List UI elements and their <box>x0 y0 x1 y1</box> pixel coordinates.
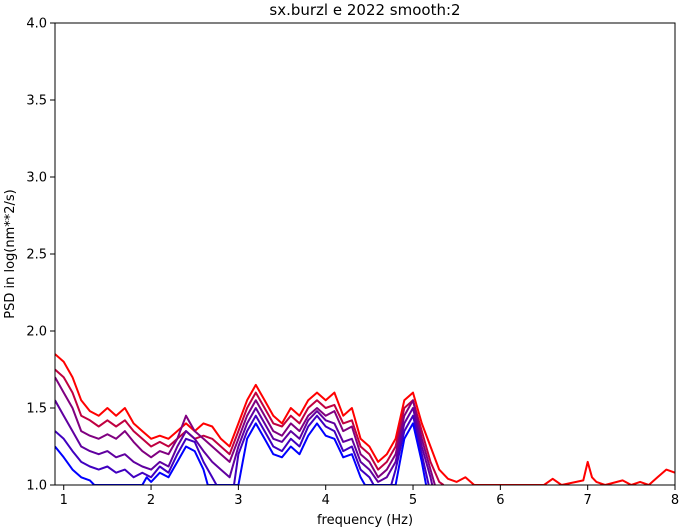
x-tick-label: 8 <box>671 493 679 508</box>
x-tick-label: 3 <box>234 493 242 508</box>
x-tick-label: 5 <box>409 493 417 508</box>
y-tick-label: 3.0 <box>26 171 47 186</box>
series-line-4 <box>55 399 434 485</box>
series-line-6 <box>55 422 428 485</box>
x-axis: 1 2 3 4 5 6 7 8 <box>60 485 679 508</box>
x-tick-label: 1 <box>60 493 68 508</box>
series-line-3 <box>55 376 436 485</box>
y-tick-label: 1.0 <box>26 479 47 494</box>
x-tick-label: 4 <box>322 493 330 508</box>
y-axis-label: PSD in log(nm**2/s) <box>3 189 18 319</box>
series-line-1 <box>55 353 675 485</box>
plot-frame <box>54 22 676 486</box>
series-layer <box>55 353 675 485</box>
y-tick-label: 3.5 <box>26 94 47 109</box>
x-tick-label: 6 <box>496 493 504 508</box>
y-tick-label: 4.0 <box>26 17 47 32</box>
x-axis-label: frequency (Hz) <box>317 513 413 528</box>
y-tick-label: 2.5 <box>26 248 47 263</box>
chart-title: sx.burzl e 2022 smooth:2 <box>269 1 460 19</box>
series-line-2 <box>55 368 445 485</box>
y-axis: 1.0 1.5 2.0 2.5 3.0 3.5 4.0 <box>26 17 55 494</box>
series-line-5 <box>55 414 430 485</box>
y-tick-label: 1.5 <box>26 402 47 417</box>
x-tick-label: 2 <box>147 493 155 508</box>
x-tick-label: 7 <box>584 493 592 508</box>
y-tick-label: 2.0 <box>26 325 47 340</box>
